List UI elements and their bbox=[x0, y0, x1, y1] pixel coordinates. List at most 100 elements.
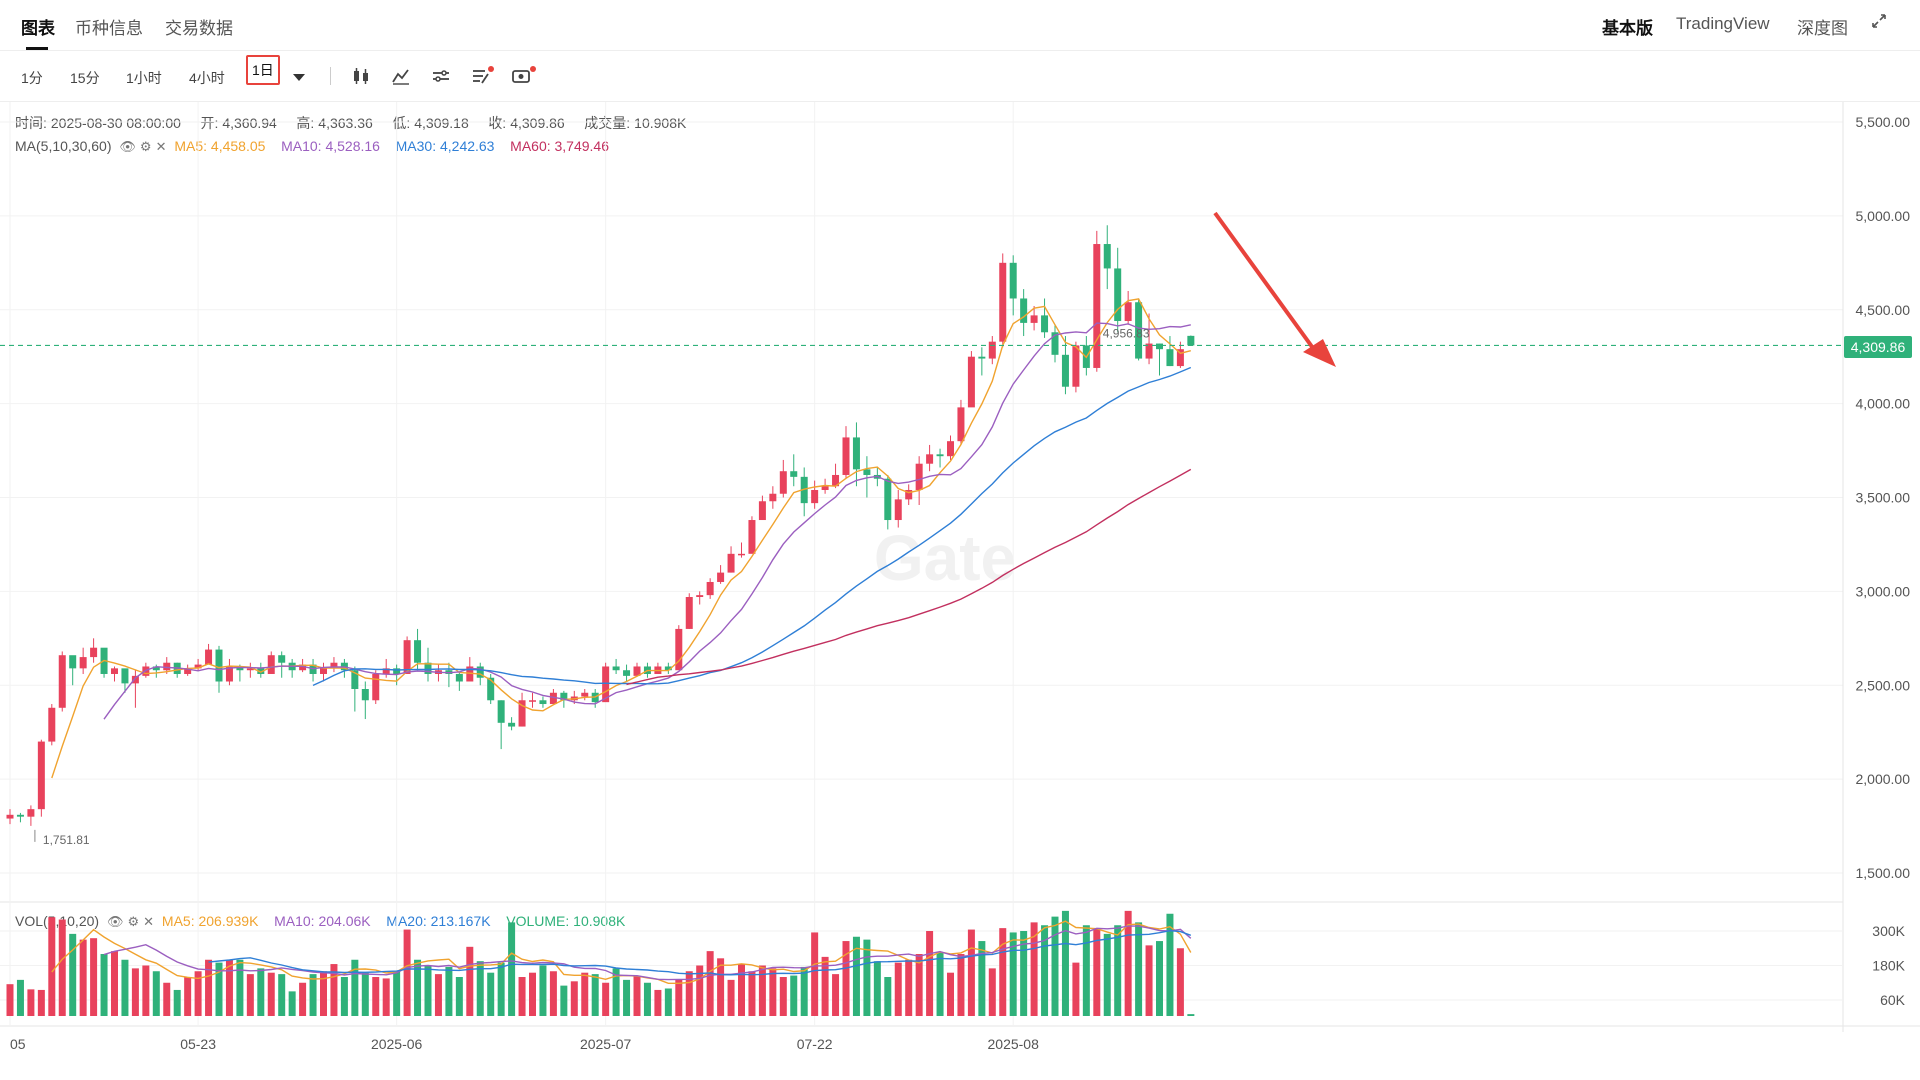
volume-bar bbox=[654, 989, 662, 1016]
volume-bar bbox=[727, 979, 735, 1016]
tab-coin-info[interactable]: 币种信息 bbox=[75, 19, 143, 38]
volume-bar bbox=[236, 959, 244, 1016]
candle-body bbox=[1051, 332, 1059, 355]
volume-bar bbox=[257, 968, 265, 1016]
volume-bar bbox=[539, 965, 547, 1016]
candle-body bbox=[257, 668, 265, 674]
candle-body bbox=[90, 647, 98, 658]
volume-bar bbox=[560, 985, 568, 1016]
close-icon[interactable]: ✕ bbox=[143, 914, 155, 929]
timeframe-1h[interactable]: 1小时 bbox=[126, 70, 162, 86]
volume-bar bbox=[1041, 925, 1049, 1016]
candle-body bbox=[1135, 302, 1143, 359]
candle-body bbox=[518, 700, 526, 727]
candle-body bbox=[967, 356, 975, 408]
volume-bar bbox=[842, 941, 850, 1016]
timeframe-4h[interactable]: 4小时 bbox=[189, 70, 225, 86]
price-tick-label: 3,000.00 bbox=[1856, 583, 1911, 599]
drawing-tools-icon[interactable] bbox=[470, 65, 494, 87]
fullscreen-icon[interactable] bbox=[1870, 12, 1888, 35]
candle-body bbox=[790, 471, 798, 477]
high-label: 高: bbox=[296, 115, 315, 131]
candle-body bbox=[27, 809, 35, 817]
volume-bar bbox=[320, 971, 327, 1016]
time-tick-label: 05 bbox=[10, 1036, 26, 1052]
low-value: 4,309.18 bbox=[414, 115, 469, 131]
candle-body bbox=[455, 673, 463, 682]
vol-ma5-value: MA5: 206.939K bbox=[161, 913, 259, 929]
candle-body bbox=[978, 356, 986, 359]
timeframe-1d[interactable]: 1日 bbox=[246, 55, 280, 85]
candle-body bbox=[1093, 244, 1101, 368]
candle-body bbox=[1187, 335, 1195, 346]
high-value: 4,363.36 bbox=[318, 115, 373, 131]
volume-bar bbox=[852, 936, 860, 1016]
open-value: 4,360.94 bbox=[222, 115, 277, 131]
tab-chart[interactable]: 图表 bbox=[21, 19, 55, 38]
ohlc-info: 时间: 2025-08-30 08:00:00 开: 4,360.94 高: 4,36… bbox=[15, 113, 690, 133]
candle-body bbox=[152, 666, 160, 671]
volume-bar bbox=[529, 972, 536, 1016]
settings-icon[interactable]: ⚙ bbox=[127, 914, 140, 929]
tradingview-button[interactable]: TradingView bbox=[1676, 14, 1770, 33]
close-label: 收: bbox=[488, 115, 507, 131]
price-tick-label: 5,500.00 bbox=[1856, 114, 1911, 130]
notification-dot bbox=[488, 66, 494, 72]
volume-bar bbox=[602, 982, 610, 1016]
eye-icon[interactable]: 👁 bbox=[106, 914, 124, 929]
volume-bar bbox=[1166, 913, 1174, 1016]
volume-bar bbox=[152, 971, 160, 1016]
ma10-value: MA10: 4,528.16 bbox=[281, 138, 380, 154]
candle-body bbox=[988, 341, 996, 359]
candle-body bbox=[372, 673, 380, 701]
candle-body bbox=[529, 700, 536, 702]
eye-icon[interactable]: 👁 bbox=[119, 139, 136, 154]
candle-body bbox=[393, 668, 401, 674]
time-value: 2025-08-30 08:00:00 bbox=[50, 115, 181, 131]
chart-settings-icon[interactable] bbox=[510, 65, 536, 87]
active-tab-underline bbox=[26, 47, 48, 50]
volume-bar bbox=[414, 959, 422, 1016]
volume-bar bbox=[947, 972, 954, 1016]
indicator-icon[interactable] bbox=[390, 65, 412, 87]
low-annotation: 1,751.81 bbox=[43, 833, 90, 847]
depth-chart-button[interactable]: 深度图 bbox=[1797, 19, 1848, 38]
settings-icon[interactable]: ⚙ bbox=[139, 139, 152, 154]
candle-body bbox=[236, 666, 244, 671]
candle-body bbox=[508, 722, 516, 727]
volume-bar bbox=[194, 971, 202, 1016]
timeframe-15m[interactable]: 15分 bbox=[70, 70, 100, 86]
tab-trade-data[interactable]: 交易数据 bbox=[165, 19, 233, 38]
notification-dot bbox=[530, 66, 536, 72]
candle-body bbox=[6, 814, 14, 819]
candle-body bbox=[602, 666, 610, 703]
volume-bar bbox=[999, 928, 1007, 1016]
volume-bar bbox=[246, 974, 254, 1016]
settings-sliders-icon[interactable] bbox=[430, 65, 452, 87]
volume-bar bbox=[518, 977, 526, 1016]
volume-bar bbox=[184, 977, 192, 1016]
volume-bar bbox=[372, 977, 380, 1016]
candle-body bbox=[779, 471, 787, 494]
ma30-value: MA30: 4,242.63 bbox=[395, 138, 495, 154]
timeframe-dropdown-icon[interactable] bbox=[288, 66, 310, 88]
volume-bar bbox=[967, 929, 975, 1016]
candle-body bbox=[1030, 315, 1038, 323]
candlestick-type-icon[interactable] bbox=[350, 65, 372, 87]
candlestick-chart[interactable]: 5,500.00 5,000.00 4,500.00 4,000.00 3,500.00… bbox=[0, 102, 1920, 1062]
volume-bar bbox=[48, 917, 56, 1016]
ma-legend: MA(5,10,30,60) 👁 ⚙ ✕ MA5: 4,458.05 MA10: 4… bbox=[15, 138, 613, 155]
candle-body bbox=[936, 454, 944, 457]
volume-tick-label: 300K bbox=[1872, 923, 1905, 939]
candle-body bbox=[163, 662, 171, 671]
close-icon[interactable]: ✕ bbox=[155, 139, 167, 154]
candle-body bbox=[246, 668, 254, 671]
volume-label: 成交量: bbox=[584, 115, 631, 131]
timeframe-1m[interactable]: 1分 bbox=[21, 70, 43, 86]
volume-bar bbox=[424, 965, 432, 1016]
basic-view-button[interactable]: 基本版 bbox=[1602, 19, 1653, 38]
candle-body bbox=[466, 666, 474, 682]
price-tick-label: 1,500.00 bbox=[1856, 865, 1911, 881]
volume-bar bbox=[769, 968, 777, 1016]
candle-body bbox=[121, 668, 129, 684]
